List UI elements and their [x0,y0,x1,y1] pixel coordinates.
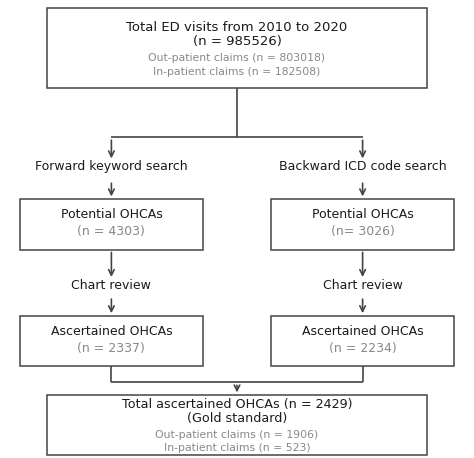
Text: Potential OHCAs: Potential OHCAs [312,208,413,221]
Text: (n = 2337): (n = 2337) [77,342,146,355]
Text: (n = 4303): (n = 4303) [77,225,146,238]
Text: Chart review: Chart review [72,279,151,292]
Text: Forward keyword search: Forward keyword search [35,160,188,173]
Text: Total ED visits from 2010 to 2020: Total ED visits from 2010 to 2020 [127,21,347,33]
Text: (n = 985526): (n = 985526) [192,35,282,48]
Text: Out-patient claims (n = 803018): Out-patient claims (n = 803018) [148,53,326,63]
Text: Backward ICD code search: Backward ICD code search [279,160,447,173]
FancyBboxPatch shape [20,316,202,366]
FancyBboxPatch shape [271,316,454,366]
Text: (n = 2234): (n = 2234) [329,342,396,355]
Text: Total ascertained OHCAs (n = 2429): Total ascertained OHCAs (n = 2429) [122,398,352,411]
Text: (Gold standard): (Gold standard) [187,412,287,425]
FancyBboxPatch shape [47,8,427,88]
Text: In-patient claims (n = 182508): In-patient claims (n = 182508) [153,67,321,77]
Text: (n= 3026): (n= 3026) [331,225,394,238]
Text: Ascertained OHCAs: Ascertained OHCAs [51,325,172,338]
FancyBboxPatch shape [271,199,454,250]
Text: Potential OHCAs: Potential OHCAs [61,208,162,221]
FancyBboxPatch shape [20,199,202,250]
Text: Ascertained OHCAs: Ascertained OHCAs [302,325,423,338]
FancyBboxPatch shape [47,395,427,455]
Text: In-patient claims (n = 523): In-patient claims (n = 523) [164,443,310,453]
Text: Out-patient claims (n = 1906): Out-patient claims (n = 1906) [155,430,319,440]
Text: Chart review: Chart review [323,279,402,292]
